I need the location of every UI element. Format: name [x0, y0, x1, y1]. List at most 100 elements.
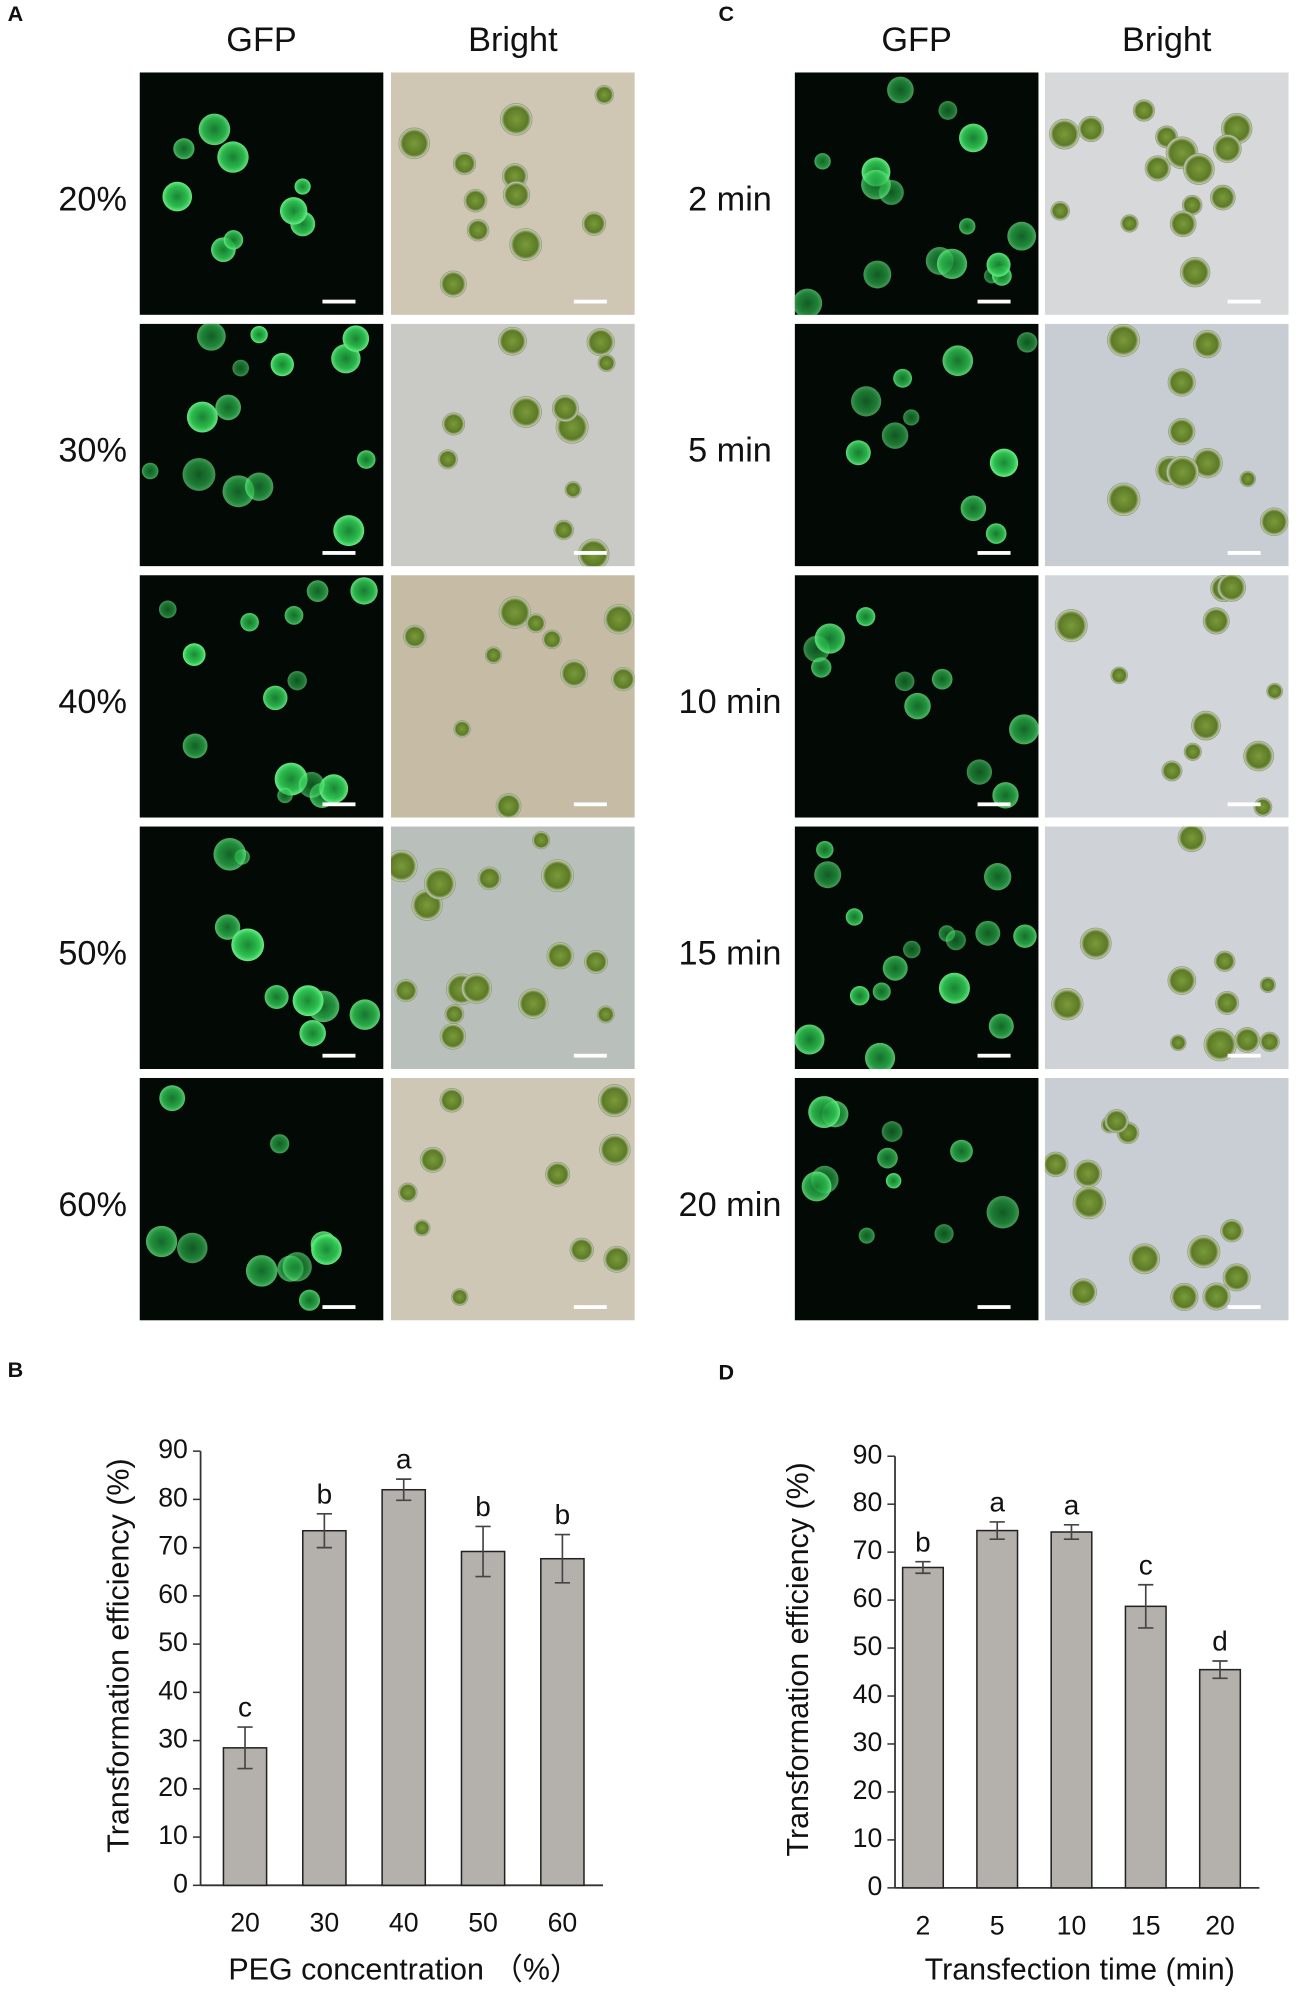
gfp-cell	[182, 733, 208, 759]
micrograph	[139, 1077, 384, 1321]
panel-label: B	[8, 1357, 24, 1382]
cell	[1107, 482, 1141, 516]
micrograph	[794, 323, 1039, 567]
column-header: GFP	[881, 21, 951, 59]
x-tick-label: 5	[990, 1910, 1005, 1940]
y-tick-label: 90	[158, 1434, 188, 1464]
cell	[553, 519, 574, 541]
bar	[1124, 1605, 1167, 1889]
cell	[518, 988, 549, 1019]
gfp-cell	[173, 138, 195, 160]
y-tick-label: 10	[158, 1820, 188, 1850]
cell	[525, 613, 546, 634]
scale-bar	[322, 1305, 356, 1309]
cell	[1179, 256, 1211, 288]
cell	[1072, 1185, 1106, 1220]
cell	[451, 1288, 469, 1306]
cell	[1234, 1027, 1261, 1053]
cell	[439, 1023, 467, 1050]
gfp-cell	[959, 218, 976, 235]
micrograph	[1044, 826, 1289, 1070]
cell	[1144, 155, 1171, 182]
gfp-cell	[989, 448, 1019, 477]
cell	[594, 85, 614, 105]
gfp-cell	[311, 1234, 342, 1265]
gfp-cell	[808, 1096, 841, 1129]
gfp-cell	[182, 643, 206, 666]
gfp-cell	[213, 838, 247, 871]
cell	[466, 218, 490, 242]
bar	[540, 1557, 585, 1887]
cell	[439, 270, 467, 298]
cell	[1213, 134, 1242, 163]
cell	[419, 1146, 446, 1173]
y-tick-label: 80	[853, 1487, 883, 1517]
column-header: Bright	[1122, 21, 1212, 59]
gfp-cell	[938, 101, 958, 120]
y-tick-label: 60	[158, 1579, 188, 1609]
gfp-cell	[232, 359, 250, 377]
cell	[398, 1182, 418, 1203]
gfp-cell	[903, 409, 920, 426]
scale-bar	[573, 1305, 607, 1309]
cell	[452, 151, 477, 176]
cell	[1202, 607, 1230, 635]
gfp-cell	[240, 612, 259, 632]
cell	[545, 1161, 571, 1187]
cell	[597, 354, 616, 372]
bar	[381, 1488, 427, 1887]
gfp-cell	[299, 1019, 326, 1047]
cell	[564, 481, 582, 499]
y-tick-label: 70	[853, 1535, 883, 1565]
scale-bar	[1227, 299, 1261, 304]
gfp-cell	[287, 670, 307, 691]
scale-bar	[977, 551, 1011, 555]
gfp-cell	[845, 440, 871, 466]
row-label: 5 min	[688, 432, 772, 470]
bar	[901, 1566, 945, 1889]
error-bar	[475, 1525, 491, 1578]
cell	[1044, 1151, 1069, 1178]
cell	[403, 624, 427, 649]
cell	[1049, 118, 1080, 150]
panel-label: D	[719, 1359, 735, 1384]
micrograph-bg	[1044, 72, 1289, 315]
cell	[1214, 950, 1236, 972]
cell	[1202, 1282, 1231, 1311]
gfp-cell	[1013, 924, 1037, 948]
scale-bar	[573, 299, 607, 304]
gfp-cell	[1007, 221, 1037, 251]
micrograph	[139, 826, 384, 1070]
gfp-cell	[960, 495, 987, 522]
row-label: 10 min	[679, 683, 782, 721]
gfp-cell	[887, 76, 914, 104]
cell	[477, 866, 502, 891]
cell	[439, 1088, 465, 1113]
gfp-cell	[975, 920, 1001, 946]
micrograph-bg	[391, 826, 635, 1070]
cell	[509, 228, 543, 261]
cell	[560, 659, 589, 688]
error-bar	[1212, 1660, 1228, 1680]
cell	[598, 1084, 631, 1118]
gfp-cell	[277, 787, 293, 804]
x-tick-label: 60	[548, 1908, 578, 1938]
scale-bar	[1227, 1305, 1261, 1309]
cell	[1177, 826, 1206, 853]
micrograph-bg	[139, 575, 384, 818]
micrograph	[1044, 575, 1289, 818]
cell	[542, 629, 562, 650]
gfp-cell	[858, 1227, 875, 1244]
row-label: 20%	[58, 180, 127, 218]
cell	[1166, 455, 1199, 489]
cell	[1077, 115, 1105, 143]
significance-letter: a	[1064, 1489, 1080, 1520]
gfp-cell	[992, 782, 1019, 809]
cell	[1167, 368, 1196, 397]
gfp-cell	[942, 345, 974, 377]
gfp-cell	[349, 999, 381, 1030]
x-tick-label: 30	[310, 1908, 340, 1938]
y-axis-title: Transformation efficiency (%)	[102, 1458, 136, 1852]
gfp-cell	[856, 607, 876, 627]
gfp-cell	[877, 1147, 898, 1169]
